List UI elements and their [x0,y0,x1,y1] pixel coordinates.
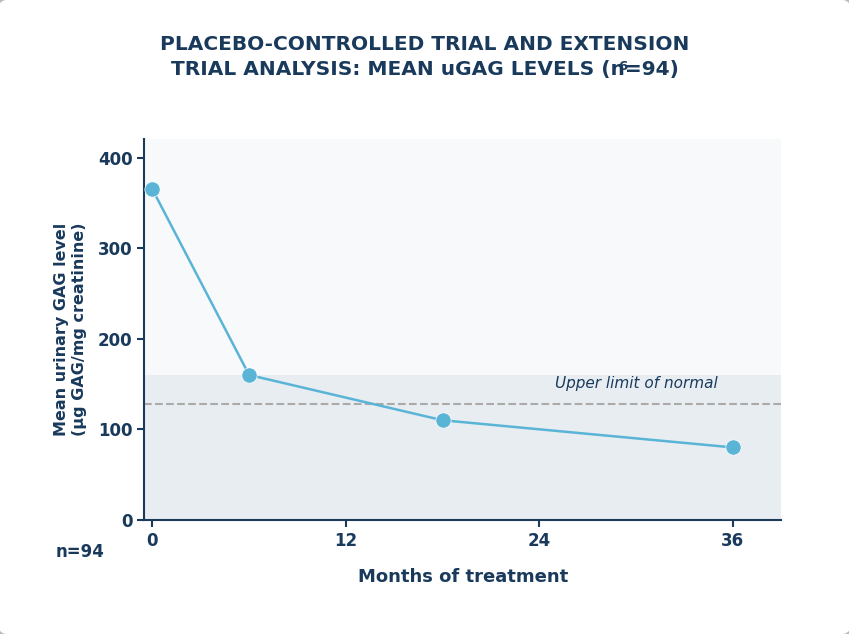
Text: n=94: n=94 [55,543,104,561]
Bar [144,375,781,520]
Text: Upper limit of normal: Upper limit of normal [554,376,717,391]
Y-axis label: Mean urinary GAG level
(µg GAG/mg creatinine): Mean urinary GAG level (µg GAG/mg creati… [54,223,87,436]
Bar [144,139,781,375]
Point [145,184,159,195]
Point [436,415,449,425]
Text: PLACEBO-CONTROLLED TRIAL AND EXTENSION: PLACEBO-CONTROLLED TRIAL AND EXTENSION [160,35,689,54]
Text: 6: 6 [618,60,627,73]
Text: Months of treatment: Months of treatment [357,568,568,586]
Point [242,370,256,380]
Point [726,443,739,453]
Text: TRIAL ANALYSIS: MEAN uGAG LEVELS (n=94): TRIAL ANALYSIS: MEAN uGAG LEVELS (n=94) [171,60,678,79]
